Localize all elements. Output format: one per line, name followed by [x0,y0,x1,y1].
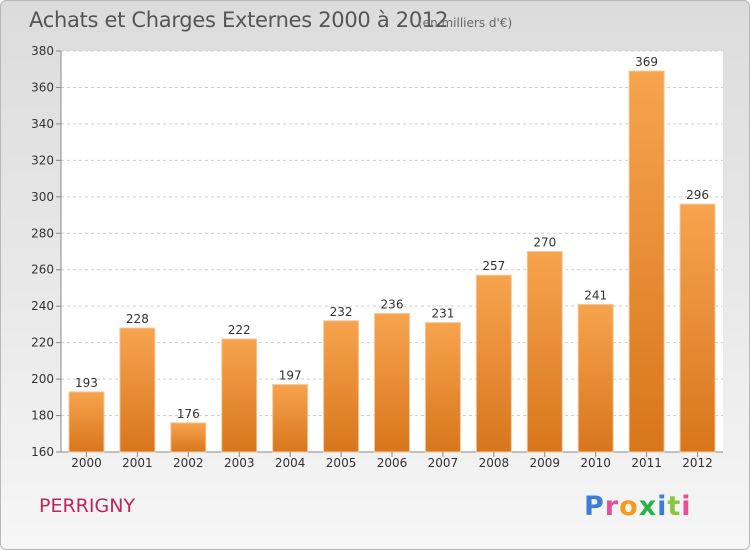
commune-name: PERRIGNY [39,495,136,517]
data-label: 228 [126,312,149,326]
x-tick-label: 2005 [326,456,357,470]
x-tick-label: 2003 [224,456,255,470]
bar [170,422,207,453]
x-tick-label: 2004 [275,456,306,470]
data-label: 232 [330,305,353,319]
data-label: 270 [533,236,556,250]
chart-subtitle: (en milliers d'€) [418,16,513,30]
x-tick-label: 2006 [377,456,408,470]
x-tick-label: 2007 [428,456,459,470]
data-label: 222 [228,323,251,337]
y-tick-label: 320 [31,153,54,167]
y-tick-label: 260 [31,263,54,277]
data-label: 193 [75,376,98,390]
y-tick-label: 200 [31,372,54,386]
bar [119,327,156,453]
x-tick-label: 2008 [479,456,510,470]
x-tick-label: 2002 [173,456,204,470]
y-tick-label: 340 [31,117,54,131]
data-label: 231 [431,307,454,321]
x-tick-label: 2009 [529,456,560,470]
data-label: 296 [686,188,709,202]
bar [374,312,410,453]
x-tick-label: 2012 [682,456,713,470]
y-tick-label: 160 [31,445,54,459]
bar [475,274,512,453]
data-label: 197 [279,369,302,383]
bar [424,322,461,453]
data-label: 236 [381,297,404,311]
y-tick-label: 240 [31,299,54,313]
data-label: 369 [635,55,658,69]
y-tick-label: 280 [31,226,54,240]
y-tick-label: 360 [31,80,54,94]
data-label: 257 [482,259,505,273]
bar [221,338,258,453]
bar [68,391,105,453]
y-tick-label: 220 [31,336,54,350]
data-label: 176 [177,407,200,421]
y-tick-label: 300 [31,190,54,204]
x-tick-label: 2000 [71,456,102,470]
y-tick-label: 380 [31,44,54,58]
bar [628,70,665,453]
proxiti-logo: Proxiti [584,491,692,522]
x-tick-label: 2001 [122,456,153,470]
bar [679,203,716,453]
bar [577,303,614,453]
y-tick-label: 180 [31,409,54,423]
chart-title: Achats et Charges Externes 2000 à 2012 [29,8,449,32]
bar [272,384,309,453]
data-label: 241 [584,288,607,302]
x-tick-label: 2010 [580,456,611,470]
bar [526,251,563,453]
bar [323,320,360,453]
x-tick-label: 2011 [631,456,662,470]
